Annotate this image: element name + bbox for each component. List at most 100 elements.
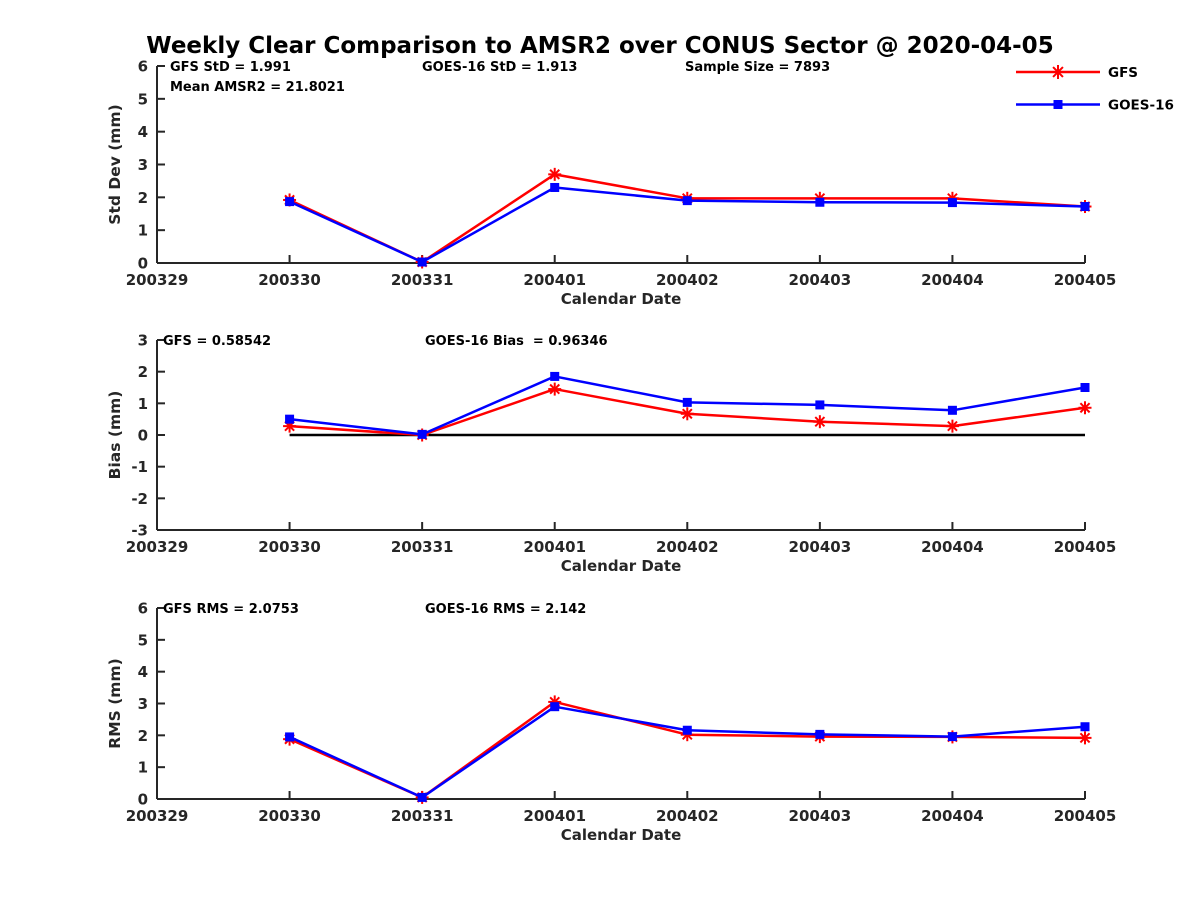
asterisk-marker <box>1078 401 1092 415</box>
x-axis-label: Calendar Date <box>561 826 682 844</box>
legend-label: GFS <box>1108 65 1138 81</box>
square-marker <box>815 400 825 410</box>
goes-16-line <box>289 705 1086 799</box>
y-tick-label: 0 <box>138 255 148 273</box>
square-marker <box>1080 722 1090 732</box>
y-tick-label: -3 <box>131 522 148 540</box>
y-tick-label: 1 <box>138 222 148 240</box>
square-marker <box>815 729 825 739</box>
x-tick-label: 200331 <box>391 538 454 556</box>
y-tick-label: 6 <box>138 58 148 76</box>
y-tick-label: 3 <box>138 332 148 350</box>
asterisk-marker <box>548 167 562 181</box>
asterisk-marker <box>1051 65 1065 79</box>
square-marker <box>417 792 427 802</box>
y-tick-label: 4 <box>138 123 148 141</box>
x-tick-label: 200403 <box>789 807 852 825</box>
series-goes-16 <box>285 371 1090 439</box>
x-tick-label: 200403 <box>789 538 852 556</box>
x-tick-label: 200330 <box>258 807 321 825</box>
x-tick-label: 200331 <box>391 271 454 289</box>
x-tick-label: 200401 <box>523 271 586 289</box>
x-tick-label: 200401 <box>523 807 586 825</box>
x-tick-label: 200329 <box>126 271 189 289</box>
y-tick-label: 3 <box>138 695 148 713</box>
legend-label: GOES-16 <box>1108 98 1174 114</box>
x-tick-label: 200330 <box>258 538 321 556</box>
annotation: GOES-16 RMS = 2.142 <box>425 602 586 617</box>
y-tick-label: 4 <box>138 663 148 681</box>
asterisk-marker <box>813 415 827 429</box>
square-marker <box>285 414 295 424</box>
square-marker <box>947 198 957 208</box>
x-tick-label: 200405 <box>1054 807 1117 825</box>
y-tick-label: 1 <box>138 759 148 777</box>
x-tick-label: 200405 <box>1054 538 1117 556</box>
square-marker <box>682 725 692 735</box>
x-tick-label: 200402 <box>656 807 719 825</box>
x-tick-label: 200402 <box>656 538 719 556</box>
legend: GFS GOES-16 <box>1016 65 1174 114</box>
x-tick-label: 200402 <box>656 271 719 289</box>
x-tick-label: 200401 <box>523 538 586 556</box>
x-axis-label: Calendar Date <box>561 557 682 575</box>
annotation: GOES-16 StD = 1.913 <box>422 60 577 75</box>
x-tick-label: 200404 <box>921 271 984 289</box>
square-marker <box>947 732 957 742</box>
y-axis-label: Bias (mm) <box>106 391 124 480</box>
x-tick-label: 200404 <box>921 538 984 556</box>
square-marker <box>815 197 825 207</box>
series-gfs <box>283 695 1092 804</box>
y-tick-label: -2 <box>131 490 148 508</box>
y-tick-label: 0 <box>138 427 148 445</box>
series-goes-16 <box>285 702 1090 802</box>
y-tick-label: 2 <box>138 363 148 381</box>
square-marker <box>550 371 560 381</box>
y-tick-label: 2 <box>138 727 148 745</box>
square-marker <box>1080 202 1090 212</box>
chart-title: Weekly Clear Comparison to AMSR2 over CO… <box>146 33 1054 59</box>
square-marker <box>417 257 427 267</box>
y-tick-label: 0 <box>138 791 148 809</box>
square-marker <box>947 405 957 415</box>
square-marker <box>682 397 692 407</box>
y-tick-label: -1 <box>131 458 148 476</box>
square-marker <box>285 197 295 207</box>
x-tick-label: 200331 <box>391 807 454 825</box>
y-tick-label: 1 <box>138 395 148 413</box>
annotation: Sample Size = 7893 <box>685 60 830 75</box>
subplot-std-dev: 0 1 2 3 4 5 6 200329 200330 200331 200401 200402 200… <box>106 58 1116 309</box>
series-goes-16 <box>285 182 1090 267</box>
legend-item-goes-16: GOES-16 <box>1016 98 1174 114</box>
asterisk-marker <box>1078 731 1092 745</box>
y-axis-label: RMS (mm) <box>106 658 124 748</box>
asterisk-marker <box>945 419 959 433</box>
annotation: GOES-16 Bias = 0.96346 <box>425 334 608 349</box>
annotation: GFS StD = 1.991 <box>170 60 291 75</box>
asterisk-marker <box>548 382 562 396</box>
x-tick-label: 200403 <box>789 271 852 289</box>
y-tick-label: 3 <box>138 156 148 174</box>
x-tick-label: 200329 <box>126 538 189 556</box>
square-marker <box>550 182 560 192</box>
y-tick-label: 2 <box>138 189 148 207</box>
gfs-line <box>289 173 1086 264</box>
x-tick-label: 200404 <box>921 807 984 825</box>
y-tick-label: 6 <box>138 600 148 618</box>
legend-item-gfs: GFS <box>1016 65 1138 81</box>
square-marker <box>1053 100 1063 109</box>
subplot-rms: 0 1 2 3 4 5 6 200329 200330 200331 200401 200402 200… <box>106 600 1116 845</box>
square-marker <box>550 702 560 712</box>
x-tick-label: 200330 <box>258 271 321 289</box>
annotation: GFS RMS = 2.0753 <box>163 602 299 617</box>
square-marker <box>1080 383 1090 392</box>
x-axis-label: Calendar Date <box>561 290 682 308</box>
annotation: GFS = 0.58542 <box>163 334 271 349</box>
subplot-bias: -3 -2 -1 0 1 2 3 200329 200330 200331 200401 200402… <box>106 332 1116 576</box>
y-tick-label: 5 <box>138 90 148 108</box>
annotation: Mean AMSR2 = 21.8021 <box>170 80 345 95</box>
square-marker <box>417 429 427 439</box>
square-marker <box>682 196 692 206</box>
